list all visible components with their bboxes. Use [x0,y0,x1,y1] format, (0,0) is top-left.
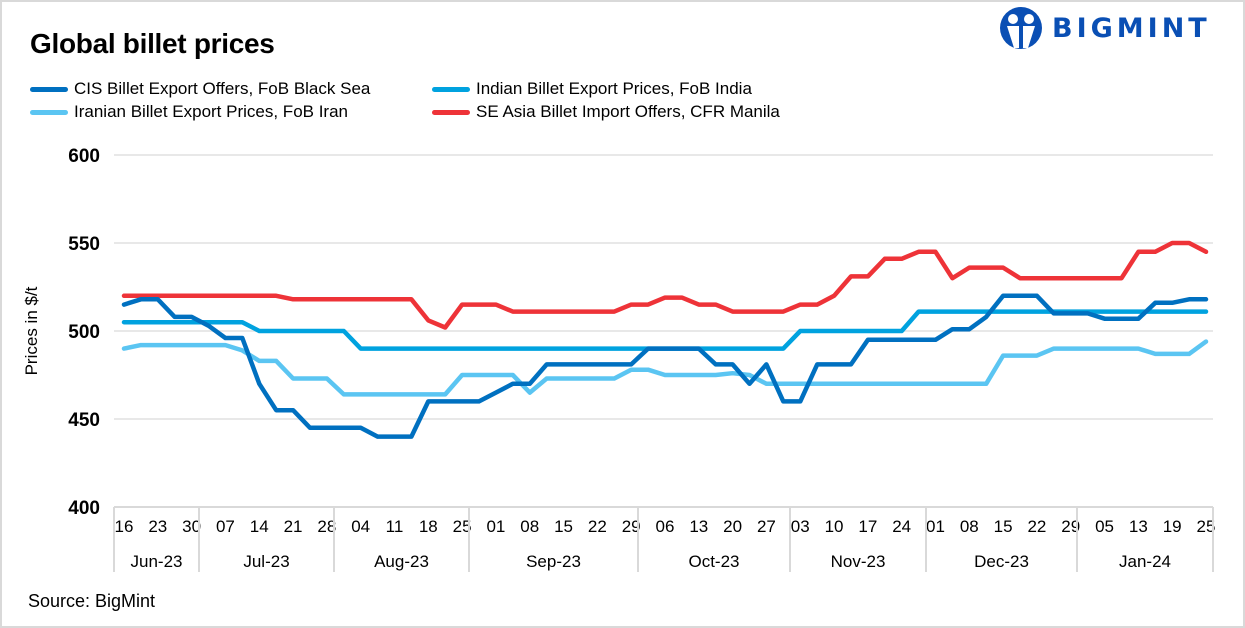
legend-item-iranian: Iranian Billet Export Prices, FoB Iran [30,102,348,122]
x-tick-label: 21 [284,517,303,536]
month-label: Jun-23 [131,552,183,571]
series-line-2 [121,339,1209,397]
month-label: Jan-24 [1119,552,1171,571]
legend-swatch [432,86,470,92]
legend-item-indian: Indian Billet Export Prices, FoB India [432,79,752,99]
y-tick-label: 550 [68,234,100,255]
legend-swatch [30,86,68,92]
x-tick-label: 23 [148,517,167,536]
x-tick-label: 17 [858,517,877,536]
x-tick-label: 15 [994,517,1013,536]
x-tick-label: 08 [520,517,539,536]
x-tick-label: 29 [1061,517,1080,536]
logo-text: BIGMINT [1052,12,1211,44]
x-tick-label: 13 [689,517,708,536]
y-tick-label: 600 [68,146,100,167]
x-tick-label: 25 [453,517,472,536]
x-tick-label: 03 [791,517,810,536]
x-tick-label: 19 [1163,517,1182,536]
legend-item-cis: CIS Billet Export Offers, FoB Black Sea [30,79,370,99]
x-tick-label: 05 [1095,517,1114,536]
month-label: Dec-23 [974,552,1029,571]
x-tick-label: 24 [892,517,911,536]
legend-label: CIS Billet Export Offers, FoB Black Sea [74,79,371,98]
month-label: Oct-23 [688,552,739,571]
y-tick-label: 500 [68,322,100,343]
x-tick-label: 06 [656,517,675,536]
x-tick-label: 22 [1027,517,1046,536]
x-tick-label: 30 [182,517,201,536]
x-tick-label: 20 [723,517,742,536]
x-tick-label: 27 [757,517,776,536]
x-tick-label: 08 [960,517,979,536]
x-tick-label: 10 [825,517,844,536]
series-line-3 [121,240,1209,330]
y-axis-label: Prices in $/t [22,286,41,375]
x-tick-label: 01 [926,517,945,536]
legend-item-se-asia: SE Asia Billet Import Offers, CFR Manila [432,102,780,122]
series-line-0 [121,293,1209,439]
legend-label: SE Asia Billet Import Offers, CFR Manila [476,102,780,121]
x-tick-label: 16 [115,517,134,536]
x-tick-label: 29 [622,517,641,536]
x-tick-label: 14 [250,517,269,536]
x-tick-label: 13 [1129,517,1148,536]
x-tick-label: 07 [216,517,235,536]
y-tick-label: 400 [68,498,100,519]
month-label: Nov-23 [831,552,886,571]
legend-swatch [30,109,68,115]
month-label: Aug-23 [374,552,429,571]
x-tick-label: 22 [588,517,607,536]
chart-title: Global billet prices [30,28,275,59]
x-tick-label: 15 [554,517,573,536]
x-tick-label: 18 [419,517,438,536]
source-note: Source: BigMint [28,591,156,611]
bigmint-logo-icon [1000,7,1042,49]
month-label: Sep-23 [526,552,581,571]
legend-swatch [432,109,470,115]
x-tick-label: 01 [486,517,505,536]
month-label: Jul-23 [243,552,289,571]
x-tick-label: 28 [317,517,336,536]
x-tick-label: 04 [351,517,370,536]
y-tick-label: 450 [68,410,100,431]
x-tick-label: 25 [1197,517,1216,536]
x-tick-label: 11 [386,517,404,536]
legend-label: Indian Billet Export Prices, FoB India [476,79,752,98]
bigmint-logo: BIGMINT [998,6,1211,50]
legend-label: Iranian Billet Export Prices, FoB Iran [74,102,349,121]
